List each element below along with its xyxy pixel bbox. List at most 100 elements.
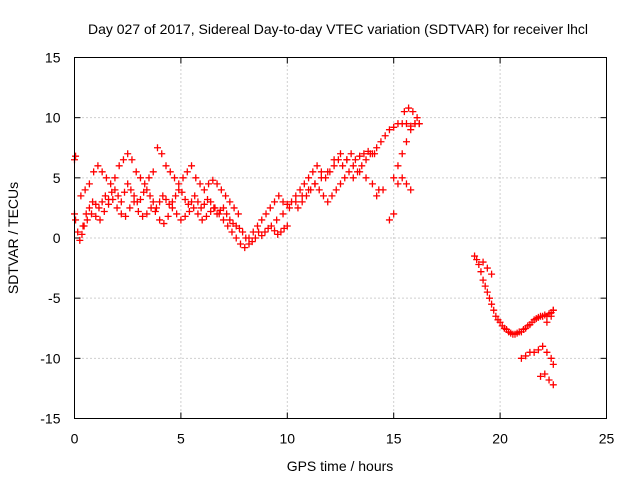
data-point bbox=[92, 212, 100, 220]
data-point bbox=[537, 372, 545, 380]
data-point bbox=[313, 162, 321, 170]
x-tick-label: 10 bbox=[280, 431, 296, 447]
data-point bbox=[207, 208, 215, 216]
data-point bbox=[213, 180, 221, 188]
data-point bbox=[549, 360, 557, 368]
data-point bbox=[78, 230, 86, 238]
data-point bbox=[275, 192, 283, 200]
data-point bbox=[543, 318, 551, 326]
data-point bbox=[539, 342, 547, 350]
data-point bbox=[547, 312, 555, 320]
data-point bbox=[390, 174, 398, 182]
data-point bbox=[481, 282, 489, 290]
data-point bbox=[149, 198, 157, 206]
data-point bbox=[98, 168, 106, 176]
data-point bbox=[407, 186, 415, 194]
data-point bbox=[177, 216, 185, 224]
x-tick-label: 0 bbox=[71, 431, 79, 447]
data-point bbox=[292, 192, 300, 200]
data-point bbox=[241, 244, 249, 252]
data-point bbox=[354, 168, 362, 176]
data-point bbox=[147, 204, 155, 212]
data-point bbox=[492, 312, 500, 320]
data-point bbox=[72, 152, 80, 160]
data-point bbox=[249, 228, 257, 236]
data-point bbox=[360, 150, 368, 158]
data-point bbox=[296, 186, 304, 194]
data-point bbox=[373, 144, 381, 152]
data-point bbox=[109, 195, 117, 203]
y-tick-label: 5 bbox=[53, 170, 61, 186]
data-point bbox=[172, 192, 180, 200]
data-point bbox=[198, 216, 206, 224]
data-point bbox=[267, 222, 275, 230]
data-point bbox=[394, 162, 402, 170]
y-axis-label: SDTVAR / TECUs bbox=[5, 182, 21, 294]
data-point bbox=[405, 104, 413, 112]
data-point bbox=[100, 208, 108, 216]
data-point bbox=[197, 204, 205, 212]
data-point bbox=[356, 152, 364, 160]
data-point bbox=[230, 204, 238, 212]
y-tick-label: -15 bbox=[40, 411, 60, 427]
x-axis-label: GPS time / hours bbox=[287, 458, 394, 474]
data-point bbox=[488, 270, 496, 278]
data-point bbox=[90, 168, 98, 176]
y-tick-label: 10 bbox=[45, 110, 61, 126]
x-tick-label: 25 bbox=[599, 431, 615, 447]
data-point bbox=[119, 156, 127, 164]
data-point bbox=[136, 195, 144, 203]
data-point bbox=[285, 204, 293, 212]
data-point bbox=[139, 212, 147, 220]
data-point bbox=[349, 162, 357, 170]
data-point bbox=[547, 354, 555, 362]
data-point bbox=[262, 210, 270, 218]
data-point bbox=[181, 195, 189, 203]
data-point bbox=[166, 168, 174, 176]
data-point bbox=[85, 180, 93, 188]
data-point bbox=[248, 238, 256, 246]
data-point bbox=[394, 180, 402, 188]
data-point bbox=[294, 204, 302, 212]
data-point bbox=[224, 222, 232, 230]
data-point bbox=[72, 216, 80, 224]
y-tick-label: 0 bbox=[53, 230, 61, 246]
data-point bbox=[215, 210, 223, 218]
data-point bbox=[85, 204, 93, 212]
data-point bbox=[390, 123, 398, 131]
data-point bbox=[143, 210, 151, 218]
data-point bbox=[324, 168, 332, 176]
data-point bbox=[134, 208, 142, 216]
data-point bbox=[94, 162, 102, 170]
data-point bbox=[219, 216, 227, 224]
data-point bbox=[309, 168, 317, 176]
data-point bbox=[300, 180, 308, 188]
data-point bbox=[168, 204, 176, 212]
data-points bbox=[71, 104, 557, 389]
data-point bbox=[228, 228, 236, 236]
data-point bbox=[245, 234, 253, 242]
data-point bbox=[385, 216, 393, 224]
data-point bbox=[251, 234, 259, 242]
data-point bbox=[324, 198, 332, 206]
data-point bbox=[545, 376, 553, 384]
data-point bbox=[398, 150, 406, 158]
data-point bbox=[473, 256, 481, 264]
data-point bbox=[381, 132, 389, 140]
data-point bbox=[339, 162, 347, 170]
data-point bbox=[162, 162, 170, 170]
data-point bbox=[358, 162, 366, 170]
data-point bbox=[471, 252, 479, 260]
data-point bbox=[328, 192, 336, 200]
data-point bbox=[96, 216, 104, 224]
data-point bbox=[317, 168, 325, 176]
data-point bbox=[266, 204, 274, 212]
data-point bbox=[226, 216, 234, 224]
data-point bbox=[522, 352, 530, 360]
data-point bbox=[79, 222, 87, 230]
data-point bbox=[479, 258, 487, 266]
data-point bbox=[192, 174, 200, 182]
data-point bbox=[102, 174, 110, 182]
data-point bbox=[385, 126, 393, 134]
